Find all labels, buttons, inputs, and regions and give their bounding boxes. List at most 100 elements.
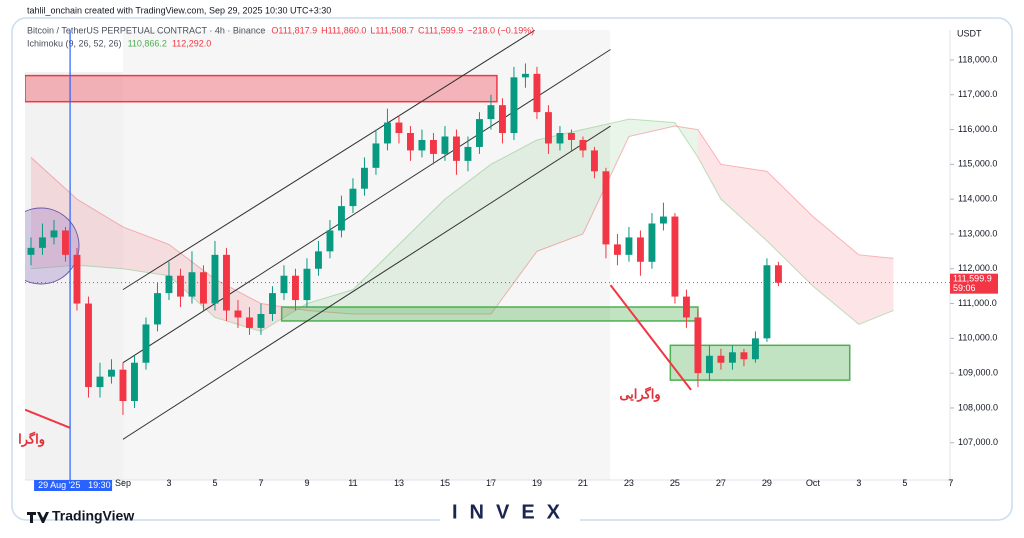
cloud-segment (76, 199, 123, 269)
candle-body (154, 293, 161, 325)
cloud-segment (858, 254, 894, 325)
candle-body (269, 293, 276, 314)
candle-body (39, 237, 46, 248)
cloud-segment (306, 289, 353, 314)
x-tick-label: 21 (578, 478, 588, 488)
y-tick-label: 114,000.0 (958, 194, 997, 204)
ohlc-label: −218.0 (−0.19%) (467, 25, 534, 35)
x-tick-label: Sep (115, 478, 131, 488)
candle-body (188, 272, 196, 297)
candle-body (694, 317, 702, 374)
y-tick-label: 115,000.0 (958, 159, 997, 169)
ohlc-label: H111,860.0 (321, 25, 366, 35)
candle-body (521, 73, 529, 78)
x-tick-label: 7 (258, 478, 263, 488)
trend-line (122, 30, 535, 291)
candle-body (303, 268, 311, 301)
channel-shade (123, 30, 610, 480)
y-tick-label: 118,000.0 (958, 54, 997, 64)
candle-body (453, 136, 460, 161)
y-tick-label: 107,000.0 (958, 437, 998, 447)
candle-body (487, 105, 495, 120)
brand: TradingView (52, 508, 134, 524)
x-tick-label: 9 (304, 478, 309, 488)
x-tick-label: 3 (856, 478, 861, 488)
candle-body (740, 352, 748, 360)
trend-line (25, 408, 71, 429)
cloud-span-a (30, 118, 894, 332)
candle-body (476, 119, 483, 147)
candle-body (177, 275, 184, 297)
y-tick-label: 111,000.0 (958, 298, 997, 308)
last-price-bg (950, 273, 998, 294)
candle-body (682, 296, 690, 318)
candle-body (280, 275, 288, 294)
x-tick-label: 11 (348, 478, 357, 488)
candle-body (338, 206, 345, 231)
indicator-name: Ichimoku (9, 26, 52, 26) (27, 38, 122, 48)
candle-body (108, 369, 115, 377)
candle-body (636, 237, 644, 262)
x-tick-label: Oct (806, 478, 821, 488)
attribution: tahlil_onchain created with TradingView.… (27, 5, 331, 15)
x-tick-label: 5 (902, 478, 907, 488)
x-tick-label: 27 (716, 478, 726, 488)
symbol: Bitcoin / TetherUS PERPETUAL CONTRACT · … (27, 25, 265, 35)
x-tick-label: 17 (486, 478, 496, 488)
candle-body (85, 303, 92, 388)
watermark-bg (440, 500, 580, 530)
ohlc-label: C111,599.9 (418, 25, 463, 35)
candle-body (50, 230, 58, 238)
candle-body (407, 133, 414, 151)
y-tick-label: 109,000.0 (958, 368, 998, 378)
candle-body (464, 146, 472, 161)
candle-body (533, 73, 541, 113)
candle-body (751, 338, 759, 360)
candle-body (441, 136, 449, 154)
candle-body (590, 150, 598, 172)
candle-body (223, 254, 230, 311)
trend-line (122, 125, 611, 440)
candle-body (430, 139, 437, 154)
candle-body (27, 247, 35, 255)
cloud-segment (766, 171, 813, 287)
y-tick-label: 113,000.0 (958, 228, 997, 238)
cloud-segment (352, 244, 399, 314)
cloud-segment (536, 129, 583, 252)
x-tick-label: 15 (440, 478, 450, 488)
y-tick-label: 117,000.0 (958, 89, 997, 99)
candle-body (659, 216, 667, 224)
x-tick-label: 29 (762, 478, 772, 488)
candle-body (73, 254, 81, 304)
candle-body (315, 251, 322, 269)
watermark: INVEX (452, 501, 572, 523)
y-tick-label: 116,000.0 (958, 124, 997, 134)
y-tick-label: 108,000.0 (958, 402, 998, 412)
candle-body (567, 133, 575, 140)
annotation: واگرا (18, 430, 45, 447)
candle-body (510, 77, 518, 134)
footer: TradingView INVEX (27, 500, 580, 530)
candle-body (349, 188, 357, 207)
last-price-label: 111,599.9 (953, 274, 992, 284)
candle-body (142, 324, 150, 363)
crosshair-time: 19:30 (88, 480, 111, 490)
x-tick-label: 13 (394, 478, 404, 488)
candle-body (544, 112, 552, 144)
candle-body (361, 167, 368, 189)
trend-line (122, 49, 611, 364)
countdown: 59:06 (953, 283, 976, 293)
candle-body (418, 139, 426, 151)
candle-body (96, 376, 104, 388)
candle-body (728, 352, 736, 363)
trend-line (609, 284, 692, 391)
cloud-segment (444, 164, 491, 314)
x-tick-label: 23 (624, 478, 634, 488)
candle-body (613, 244, 621, 255)
candle-body (131, 362, 138, 401)
candle-body (705, 355, 713, 374)
ohlc-label: L111,508.7 (370, 25, 414, 35)
zone (25, 74, 498, 103)
candle-body (200, 272, 207, 304)
